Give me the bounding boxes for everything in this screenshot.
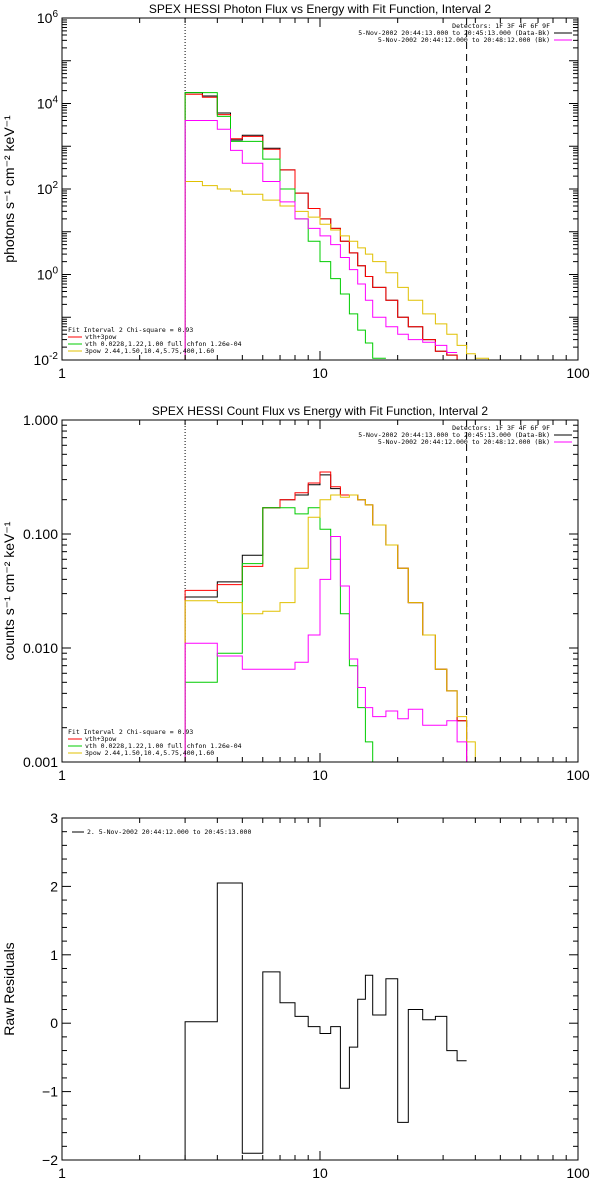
y-tick-label: 0.010 xyxy=(23,640,58,656)
x-tick-label: 1 xyxy=(58,1165,66,1181)
y-tick-label: −1 xyxy=(42,1084,58,1100)
chart-title: SPEX HESSI Photon Flux vs Energy with Fi… xyxy=(149,2,491,16)
legend-top-text: 2. 5-Nov-2002 20:44:12.000 to 20:45:13.0… xyxy=(87,828,251,836)
series-vth xyxy=(184,507,386,762)
plot-frame xyxy=(61,817,579,1161)
y-axis-label: counts s⁻¹ cm⁻² keV⁻¹ xyxy=(1,521,17,660)
x-tick-label: 100 xyxy=(566,1165,590,1181)
legend-left-text: 3pow 2.44,1.50,10.4,5.75,400,1.60 xyxy=(85,749,214,757)
y-tick-label: 0 xyxy=(50,1015,58,1031)
plot-frame xyxy=(61,17,579,361)
chart-panel-2: SPEX HESSI Count Flux vs Energy with Fit… xyxy=(1,404,590,783)
series-bk xyxy=(184,120,458,360)
legend-left-text: vth 0.0228,1.22,1.00 full chfon 1.26e-04 xyxy=(85,340,242,348)
series-residuals xyxy=(184,882,467,1160)
y-axis-label: photons s⁻¹ cm⁻² keV⁻¹ xyxy=(1,115,17,263)
x-tick-label: 1 xyxy=(58,767,66,783)
y-tick-label: 0.100 xyxy=(23,526,58,542)
series-vth-3pow xyxy=(184,93,476,360)
legend-left-text: Fit Interval 2 Chi-square = 0.93 xyxy=(68,326,193,334)
y-tick-label: −2 xyxy=(42,1152,58,1168)
legend-right-text: Detectors: 1F 3F 4F 6F 9F xyxy=(452,22,550,30)
y-tick-label: 102 xyxy=(37,180,59,197)
legend-right-text: 5-Nov-2002 20:44:12.000 to 20:48:12.000 … xyxy=(378,36,550,44)
legend-left-text: Fit Interval 2 Chi-square = 0.93 xyxy=(68,728,193,736)
y-tick-label: 3 xyxy=(50,810,58,826)
legend-right-text: 5-Nov-2002 20:44:13.000 to 20:45:13.000 … xyxy=(358,29,550,37)
legend-right-text: 5-Nov-2002 20:44:12.000 to 20:48:12.000 … xyxy=(378,438,550,446)
y-tick-label: 1 xyxy=(50,947,58,963)
series-vth-3pow xyxy=(184,471,476,762)
chart-panel-3: Raw Residuals 1 10 100 −2 −1 0 1 2 3 2. 5-Nov-2002… xyxy=(1,810,590,1181)
y-tick-label: 10-2 xyxy=(34,351,59,368)
series-bk xyxy=(184,536,476,762)
legend-right-text: 5-Nov-2002 20:44:13.000 to 20:45:13.000 … xyxy=(358,431,550,439)
legend-left-text: 3pow 2.44,1.50,10.4,5.75,400,1.60 xyxy=(85,347,214,355)
y-tick-label: 104 xyxy=(37,95,59,112)
y-tick-label: 106 xyxy=(37,9,59,26)
series-3pow xyxy=(184,181,501,360)
chart-panel-1: SPEX HESSI Photon Flux vs Energy with Fi… xyxy=(1,2,590,381)
y-tick-label: 1.000 xyxy=(23,412,58,428)
x-tick-label: 10 xyxy=(312,767,328,783)
chart-title: SPEX HESSI Count Flux vs Energy with Fit… xyxy=(152,404,488,418)
x-tick-label: 100 xyxy=(566,767,590,783)
x-tick-label: 10 xyxy=(312,1165,328,1181)
legend-left-text: vth 0.0228,1.22,1.00 full chfon 1.26e-04 xyxy=(85,742,242,750)
x-tick-label: 100 xyxy=(566,365,590,381)
legend-right-text: Detectors: 1F 3F 4F 6F 9F xyxy=(452,424,550,432)
y-tick-label: 2 xyxy=(50,878,58,894)
legend-left-text: vth+3pow xyxy=(85,333,116,341)
series-vth xyxy=(184,92,386,360)
x-tick-label: 10 xyxy=(312,365,328,381)
y-tick-label: 100 xyxy=(37,266,59,283)
x-tick-label: 1 xyxy=(58,365,66,381)
series-data-bk xyxy=(184,474,476,762)
y-tick-label: 0.001 xyxy=(23,754,58,770)
legend-left-text: vth+3pow xyxy=(85,735,116,743)
y-axis-label: Raw Residuals xyxy=(1,942,17,1035)
series-3pow xyxy=(184,494,489,762)
